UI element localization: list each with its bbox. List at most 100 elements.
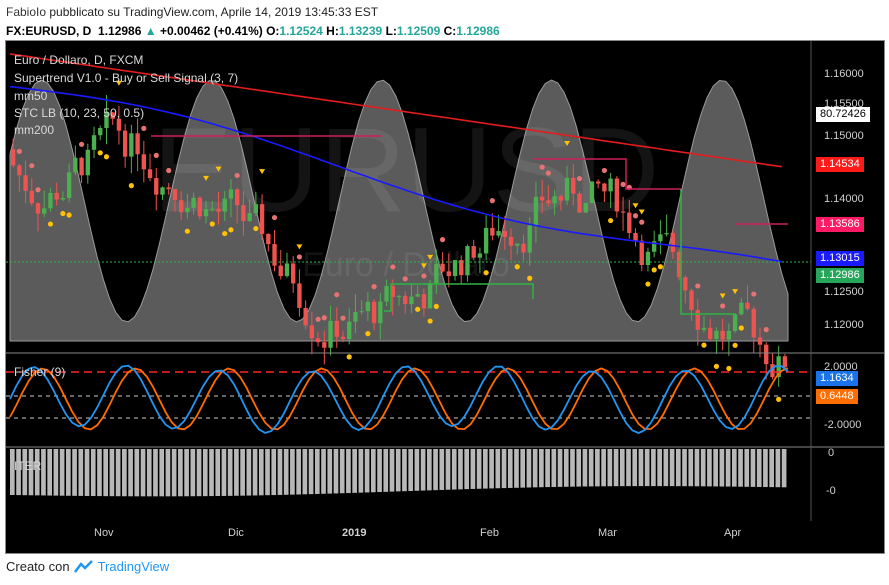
fisher-title[interactable]: Fisher (9) bbox=[14, 365, 66, 379]
candle-body bbox=[714, 330, 719, 339]
candle-body bbox=[35, 203, 41, 214]
signal-dot bbox=[103, 154, 110, 160]
iter-bar bbox=[196, 449, 202, 497]
candle-body bbox=[403, 295, 408, 305]
signal-dot bbox=[545, 170, 551, 176]
candle-body bbox=[178, 200, 184, 213]
signal-dot bbox=[346, 354, 352, 360]
iter-bar bbox=[613, 449, 619, 487]
time-tick: 2019 bbox=[342, 527, 367, 539]
candle-body bbox=[147, 169, 153, 179]
signal-dot bbox=[726, 365, 732, 372]
candle-body bbox=[297, 283, 302, 308]
fisher-tick: -2.0000 bbox=[824, 419, 862, 431]
signal-dot bbox=[402, 276, 408, 282]
time-tick: Dic bbox=[228, 527, 244, 539]
iter-bar bbox=[103, 449, 109, 497]
candle-body bbox=[365, 301, 371, 312]
iter-bar bbox=[607, 449, 613, 487]
iter-bar bbox=[713, 449, 718, 487]
signal-dot bbox=[35, 187, 41, 193]
iter-bar bbox=[321, 449, 326, 494]
price-tick: 1.15000 bbox=[824, 130, 864, 142]
iter-bar bbox=[738, 449, 743, 487]
sell-arrow-icon bbox=[115, 80, 122, 86]
sell-arrow-icon bbox=[420, 263, 427, 269]
candle-body bbox=[695, 309, 700, 330]
candle-body bbox=[309, 325, 315, 339]
iter-bar bbox=[90, 449, 96, 497]
iter-title[interactable]: ITER bbox=[14, 459, 42, 473]
candle-body bbox=[459, 260, 464, 276]
signal-dot bbox=[751, 291, 757, 297]
iter-bar bbox=[731, 449, 737, 487]
iter-bar bbox=[178, 449, 183, 497]
legend-mm200[interactable]: mm200 bbox=[14, 123, 55, 137]
signal-dot bbox=[234, 172, 240, 179]
stc-area bbox=[9, 79, 789, 342]
iter-bar bbox=[700, 449, 706, 487]
symbol-name: FX:EURUSD, D bbox=[6, 24, 92, 38]
sell-arrow-icon bbox=[259, 169, 266, 175]
tradingview-logo-icon[interactable] bbox=[73, 559, 94, 574]
author-name[interactable]: FabioIo bbox=[6, 5, 47, 19]
signal-dot bbox=[334, 292, 340, 298]
iter-bar bbox=[501, 449, 507, 489]
iter-bar bbox=[626, 449, 631, 487]
candle-body bbox=[253, 204, 259, 214]
iter-bar bbox=[246, 449, 252, 496]
signal-dot bbox=[29, 163, 35, 169]
created-with: Creato con bbox=[6, 559, 70, 574]
chart-header: FabioIo pubblicato su TradingView.com, A… bbox=[6, 4, 886, 39]
candle-body bbox=[664, 233, 669, 235]
signal-dot bbox=[632, 213, 639, 219]
candle-body bbox=[434, 263, 439, 284]
candle-body bbox=[122, 130, 128, 157]
open-label: O: bbox=[266, 24, 280, 38]
iter-bar bbox=[184, 449, 189, 497]
candle-body bbox=[154, 178, 159, 195]
signal-dot bbox=[720, 303, 726, 309]
candle-body bbox=[627, 212, 632, 233]
supertrend-support-line bbox=[384, 189, 736, 315]
iter-bar bbox=[644, 449, 650, 487]
signal-dot bbox=[128, 183, 134, 189]
iter-bar bbox=[370, 449, 376, 493]
iter-bar bbox=[377, 449, 382, 493]
iter-bar bbox=[209, 449, 214, 497]
iter-bar bbox=[433, 449, 438, 491]
candle-body bbox=[210, 208, 215, 210]
iter-bar bbox=[483, 449, 488, 489]
candle-body bbox=[471, 246, 476, 258]
iter-bar bbox=[451, 449, 457, 490]
candle-body bbox=[203, 209, 209, 217]
candle-body bbox=[708, 327, 713, 339]
candle-body bbox=[197, 197, 203, 217]
legend-mm50[interactable]: mm50 bbox=[14, 89, 48, 103]
legend-title[interactable]: Euro / Dollaro, D, FXCM bbox=[14, 53, 144, 67]
iter-bar bbox=[675, 449, 681, 487]
legend-stc[interactable]: STC LB (10, 23, 50, 0.5) bbox=[14, 106, 145, 120]
candle-body bbox=[73, 157, 78, 173]
chart-canvas[interactable]: EURUSD Euro / Dollaro Euro / Dollaro, D, … bbox=[5, 40, 885, 554]
iter-bar bbox=[97, 449, 102, 497]
iter-bar bbox=[122, 449, 127, 497]
signal-dot bbox=[222, 230, 228, 237]
signal-dot bbox=[657, 264, 664, 270]
candle-body bbox=[483, 227, 489, 254]
signal-dot bbox=[776, 396, 782, 402]
candle-body bbox=[135, 133, 140, 155]
legend-supertrend[interactable]: Supertrend V1.0 - Buy or Sell Signal (3,… bbox=[14, 71, 239, 85]
fisher-trigger-line bbox=[9, 367, 789, 431]
candle-body bbox=[291, 263, 296, 284]
tradingview-link[interactable]: TradingView bbox=[97, 559, 170, 574]
signal-dot bbox=[738, 325, 744, 331]
candle-body bbox=[465, 246, 470, 276]
candle-body bbox=[608, 178, 613, 192]
signal-dot bbox=[701, 342, 707, 348]
publish-info: pubblicato su TradingView.com, Aprile 14… bbox=[49, 5, 379, 19]
iter-bar bbox=[420, 449, 426, 491]
iter-bar bbox=[694, 449, 700, 487]
iter-bar bbox=[507, 449, 513, 488]
